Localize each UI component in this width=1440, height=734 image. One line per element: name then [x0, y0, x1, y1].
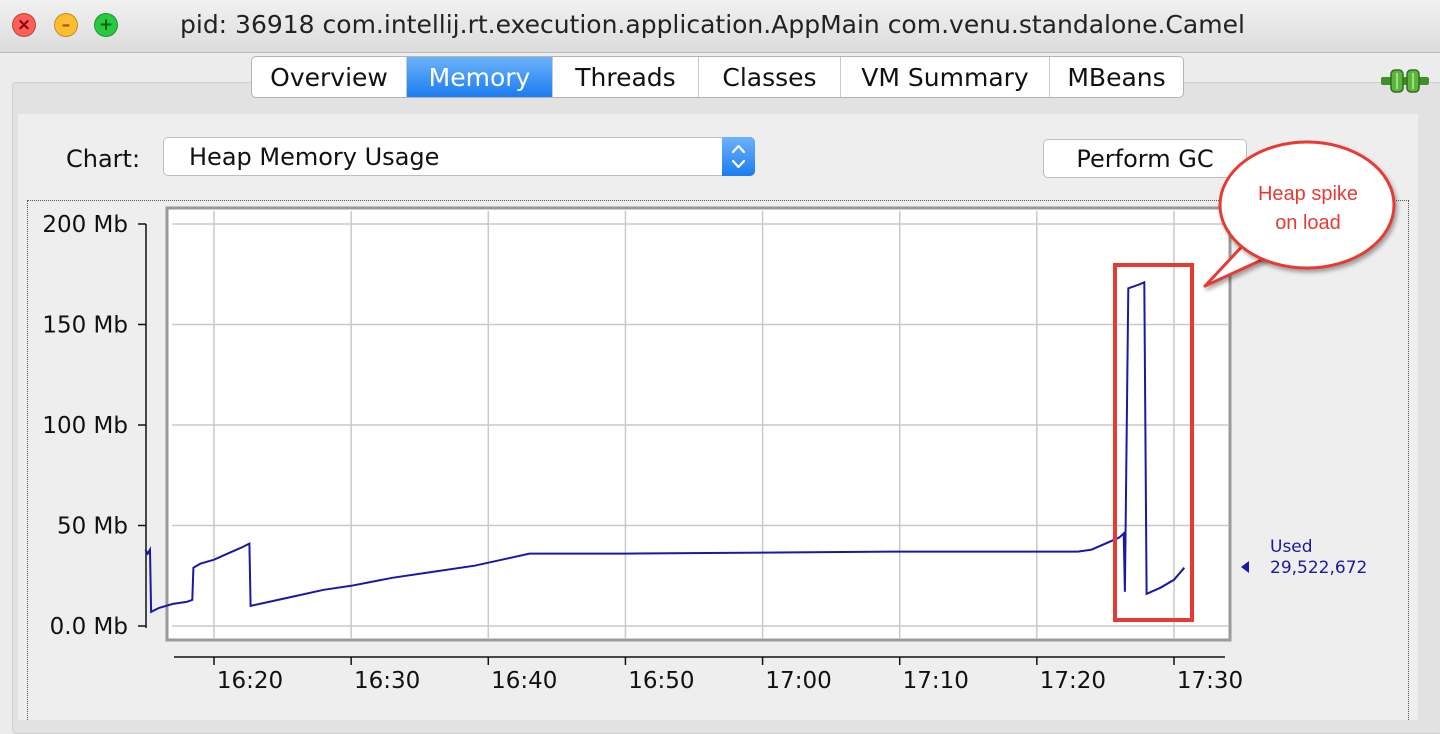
minimize-icon: –	[61, 14, 71, 35]
x-tick-label: 17:30	[1177, 668, 1243, 694]
close-icon: ×	[16, 14, 32, 35]
callout-bubble	[1218, 140, 1396, 270]
perform-gc-button[interactable]: Perform GC	[1043, 139, 1247, 178]
chart-select[interactable]: Heap Memory Usage	[163, 137, 755, 176]
y-tick-label: 0.0 Mb	[50, 614, 128, 640]
tab-mbeans[interactable]: MBeans	[1067, 62, 1166, 92]
tab-threads[interactable]: Threads	[553, 57, 699, 97]
window-title: pid: 36918 com.intellij.rt.execution.app…	[180, 10, 1245, 39]
used-memory-series	[144, 280, 1186, 614]
tab-bar: Overview Memory Threads Classes VM Summa…	[251, 56, 1184, 98]
x-tick-label: 16:30	[354, 668, 420, 694]
x-tick-label: 17:10	[903, 668, 969, 694]
callout-line2: on load	[1275, 212, 1341, 234]
x-tick-label: 17:00	[765, 668, 831, 694]
chart-label: Chart:	[66, 145, 141, 173]
callout-text: Heap spike on load	[1235, 180, 1381, 238]
x-tick-label: 17:20	[1040, 668, 1106, 694]
tab-memory[interactable]: Memory	[407, 57, 553, 97]
callout-line1: Heap spike	[1257, 183, 1359, 205]
y-tick-label: 50 Mb	[57, 514, 128, 540]
chart-select-value: Heap Memory Usage	[189, 143, 440, 171]
close-window-button[interactable]: ×	[12, 13, 36, 37]
tab-classes[interactable]: Classes	[699, 57, 841, 97]
tab-vm-summary[interactable]: VM Summary	[841, 57, 1050, 97]
maximize-icon: +	[98, 14, 114, 35]
callout-joint	[1245, 241, 1264, 257]
x-tick-label: 16:50	[628, 668, 694, 694]
used-legend-label: Used	[1270, 537, 1313, 557]
y-tick-label: 200 Mb	[42, 212, 128, 238]
x-tick-label: 16:40	[491, 668, 557, 694]
tab-overview[interactable]: Overview	[252, 57, 407, 97]
x-tick-label: 16:20	[217, 668, 283, 694]
plot-area	[165, 206, 1232, 642]
used-legend-value: 29,522,672	[1270, 558, 1368, 578]
chart-frame	[27, 200, 1409, 720]
maximize-window-button[interactable]: +	[94, 13, 118, 37]
y-tick-label: 100 Mb	[42, 413, 128, 439]
title-bar: × – + pid: 36918 com.intellij.rt.executi…	[0, 0, 1440, 53]
connection-plug-icon[interactable]	[1381, 66, 1429, 96]
used-marker-icon	[1241, 561, 1249, 573]
used-legend: Used 29,522,672	[1270, 537, 1367, 579]
y-tick-label: 150 Mb	[42, 313, 128, 339]
minimize-window-button[interactable]: –	[54, 13, 78, 37]
chevron-updown-icon[interactable]	[722, 137, 755, 176]
spike-highlight-box	[1113, 263, 1194, 622]
